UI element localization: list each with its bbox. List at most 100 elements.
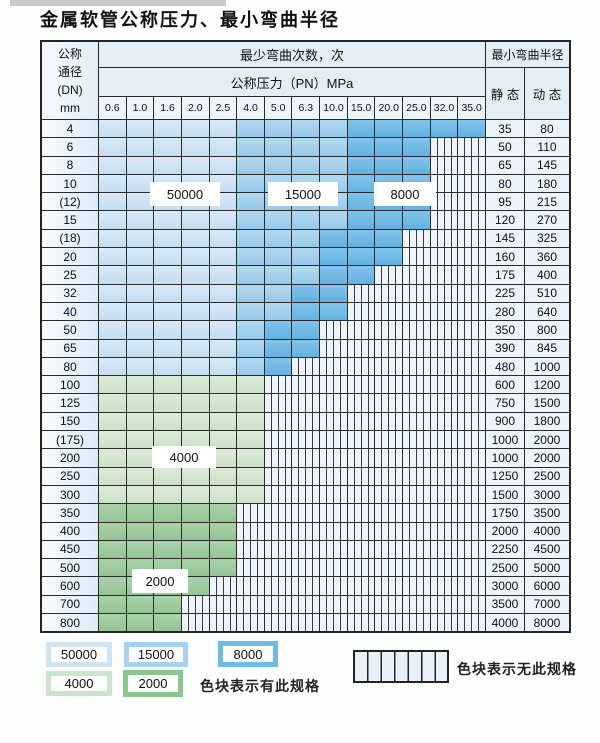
- pressure-tick: 1.0: [126, 97, 154, 119]
- cell-50000: [181, 156, 209, 174]
- cell-no-spec: [181, 595, 209, 614]
- legend-swatch-15000: 15000: [124, 642, 188, 667]
- cell-no-spec: [458, 449, 485, 467]
- legend-has-spec-text: 色块表示有此规格: [200, 678, 320, 694]
- cell-no-spec: [403, 321, 430, 339]
- cell-no-spec: [292, 559, 320, 577]
- cell-no-spec: [375, 577, 403, 595]
- dn-header-line: 通径: [57, 64, 82, 79]
- cell-8000: [264, 357, 292, 376]
- dn-row-label: (18): [42, 229, 98, 248]
- cell-no-spec: [430, 339, 458, 357]
- cell-no-spec: [347, 321, 375, 339]
- cell-4000: [126, 394, 154, 412]
- cell-no-spec: [320, 485, 347, 504]
- cell-8000: [292, 284, 320, 302]
- cell-4000: [154, 485, 181, 504]
- dn-row-label: 350: [42, 504, 98, 522]
- cell-no-spec: [430, 595, 458, 614]
- cell-8000: [347, 229, 375, 248]
- static-radius-value: 35: [485, 120, 524, 138]
- cell-no-spec: [375, 540, 403, 559]
- cell-no-spec: [403, 357, 430, 376]
- dn-row-label: 32: [42, 284, 98, 302]
- cell-15000: [237, 302, 264, 321]
- cell-no-spec: [237, 595, 264, 614]
- cell-8000: [264, 339, 292, 357]
- cell-2000: [209, 522, 237, 540]
- cell-no-spec: [458, 138, 485, 156]
- cell-no-spec: [292, 376, 320, 394]
- cell-no-spec: [458, 431, 485, 449]
- cell-50000: [126, 120, 154, 138]
- cell-no-spec: [264, 577, 292, 595]
- dynamic-radius-value: 800: [524, 321, 569, 339]
- cell-no-spec: [430, 467, 458, 485]
- cell-no-spec: [458, 614, 485, 632]
- cell-50000: [154, 284, 181, 302]
- cell-50000: [209, 211, 237, 229]
- dn-row-label: 15: [42, 211, 98, 229]
- cell-50000: [154, 120, 181, 138]
- pressure-tick: 4.0: [237, 97, 264, 119]
- cell-4000: [126, 376, 154, 394]
- cell-2000: [209, 559, 237, 577]
- cell-no-spec: [292, 595, 320, 614]
- dn-row-label: 300: [42, 485, 98, 504]
- cell-no-spec: [320, 559, 347, 577]
- cell-no-spec: [375, 321, 403, 339]
- cell-no-spec: [430, 229, 458, 248]
- cell-4000: [154, 412, 181, 431]
- cell-no-spec: [375, 302, 403, 321]
- cell-4000: [209, 412, 237, 431]
- pressure-tick: 2.5: [209, 97, 237, 119]
- cell-15000: [264, 229, 292, 248]
- cycle-count-label: 15000: [268, 182, 338, 206]
- cell-no-spec: [430, 321, 458, 339]
- cell-8000: [347, 156, 375, 174]
- cell-4000: [209, 449, 237, 467]
- cell-2000: [99, 614, 126, 632]
- cell-4000: [237, 485, 264, 504]
- cell-50000: [154, 138, 181, 156]
- cell-no-spec: [347, 376, 375, 394]
- cell-no-spec: [430, 540, 458, 559]
- cell-50000: [99, 211, 126, 229]
- dn-header-line: mm: [60, 100, 80, 115]
- cell-no-spec: [347, 302, 375, 321]
- dynamic-radius-value: 145: [524, 156, 569, 174]
- cell-no-spec: [458, 266, 485, 284]
- cell-50000: [126, 339, 154, 357]
- dn-row-label: 20: [42, 248, 98, 266]
- cell-no-spec: [375, 266, 403, 284]
- cell-no-spec: [403, 394, 430, 412]
- pressure-tick: 32.0: [430, 97, 458, 119]
- cell-50000: [209, 302, 237, 321]
- static-radius-value: 95: [485, 193, 524, 211]
- cell-50000: [99, 321, 126, 339]
- bend-cycles-header: 最少弯曲次数，次: [99, 42, 485, 67]
- cell-50000: [209, 339, 237, 357]
- dn-row-label: 50: [42, 321, 98, 339]
- cell-4000: [181, 376, 209, 394]
- cell-no-spec: [264, 376, 292, 394]
- dn-row-label: 400: [42, 522, 98, 540]
- pressure-tick: 15.0: [347, 97, 375, 119]
- pressure-tick: 2.0: [181, 97, 209, 119]
- cell-2000: [126, 540, 154, 559]
- dynamic-radius-value: 3000: [524, 485, 569, 504]
- cell-no-spec: [347, 394, 375, 412]
- cell-no-spec: [458, 302, 485, 321]
- cell-8000: [320, 302, 347, 321]
- cell-15000: [237, 339, 264, 357]
- cell-no-spec: [458, 394, 485, 412]
- cell-4000: [154, 467, 181, 485]
- cell-50000: [99, 138, 126, 156]
- cell-15000: [237, 321, 264, 339]
- cell-no-spec: [458, 229, 485, 248]
- cycle-count-label: 50000: [150, 182, 220, 206]
- cell-50000: [181, 229, 209, 248]
- cell-no-spec: [375, 394, 403, 412]
- cycle-count-label: 8000: [374, 182, 436, 206]
- static-radius-value: 50: [485, 138, 524, 156]
